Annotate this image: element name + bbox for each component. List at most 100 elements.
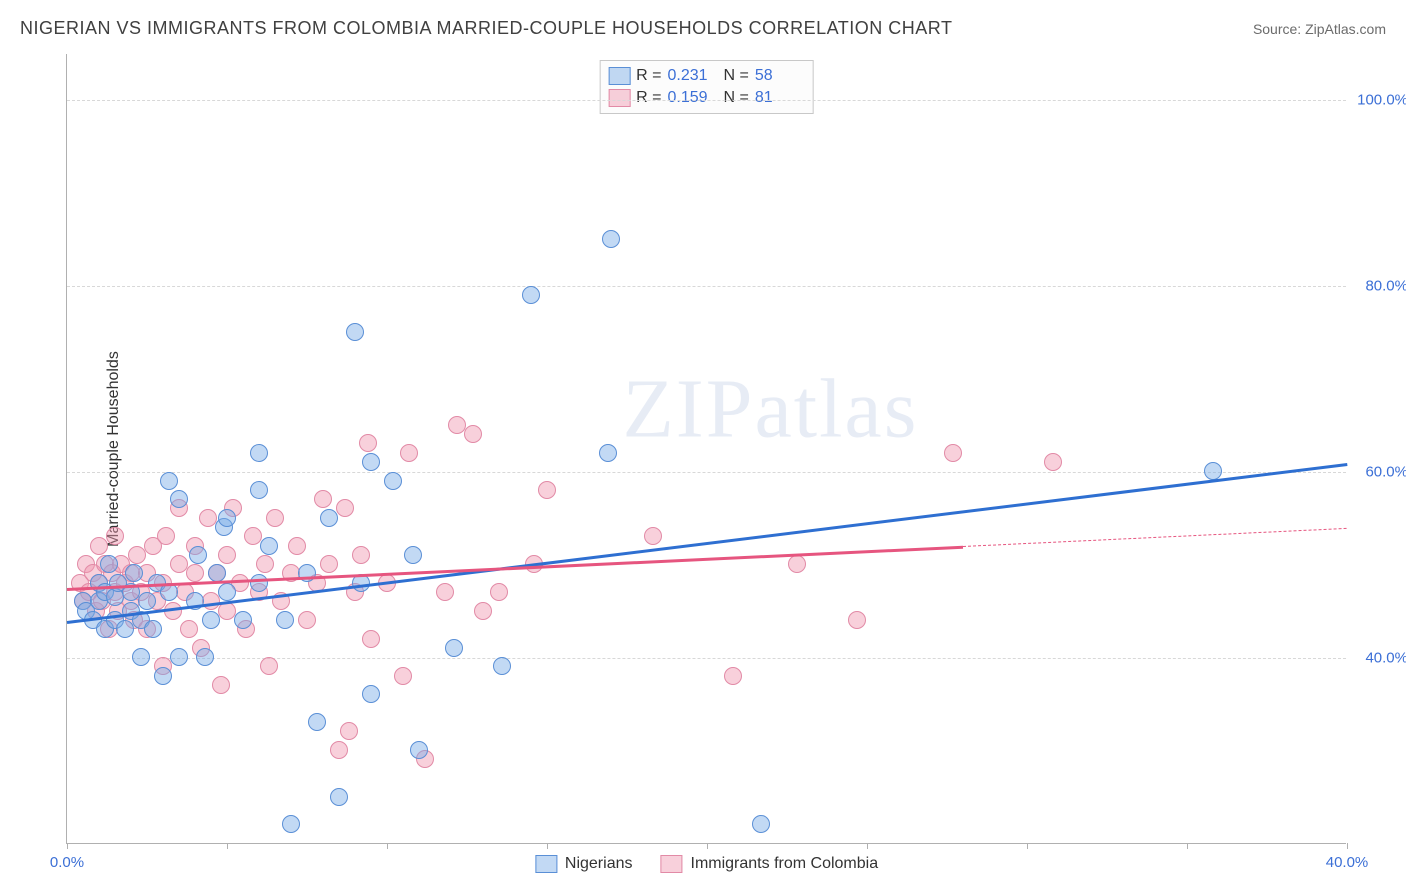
scatter-point [944,444,962,462]
scatter-point [276,611,294,629]
scatter-point [260,537,278,555]
scatter-point [474,602,492,620]
scatter-point [90,592,108,610]
scatter-point [260,657,278,675]
scatter-point [189,546,207,564]
scatter-point [250,444,268,462]
scatter-point [218,509,236,527]
plot-area: ZIPatlas R = 0.231 N = 58 R = 0.159 N = … [66,54,1346,844]
scatter-point [148,592,166,610]
legend-stats: R = 0.231 N = 58 R = 0.159 N = 81 [599,60,814,114]
legend-r-label: R = [636,67,661,85]
source-name: ZipAtlas.com [1305,21,1386,37]
scatter-point [445,639,463,657]
legend-series: Nigerians Immigrants from Colombia [535,855,878,873]
gridline-h [67,472,1346,473]
x-axis-label: 40.0% [1326,854,1369,871]
scatter-point [144,620,162,638]
scatter-point [96,555,114,573]
legend-n-label: N = [724,67,749,85]
scatter-point [122,564,140,582]
scatter-point [218,546,236,564]
scatter-point [224,499,242,517]
scatter-point [122,602,140,620]
scatter-point [218,583,236,601]
scatter-point [410,741,428,759]
scatter-point [330,741,348,759]
x-tick [1347,843,1348,849]
scatter-point [154,657,172,675]
scatter-point [90,537,108,555]
scatter-point [116,574,134,592]
legend-stat-row: R = 0.231 N = 58 [608,65,805,87]
scatter-point [266,509,284,527]
legend-swatch [535,855,557,873]
scatter-point [464,425,482,443]
legend-swatch [608,89,630,107]
legend-n-value: 58 [755,67,805,85]
scatter-point [93,592,111,610]
scatter-point [404,546,422,564]
scatter-point [490,583,508,601]
scatter-point [320,555,338,573]
legend-r-value: 0.231 [668,67,718,85]
scatter-point [362,630,380,648]
scatter-point [96,620,114,638]
scatter-point [237,620,255,638]
scatter-point [100,555,118,573]
scatter-point [116,620,134,638]
y-tick-label: 80.0% [1365,278,1406,295]
scatter-point [362,453,380,471]
scatter-point [160,472,178,490]
legend-series-item: Nigerians [535,855,633,873]
scatter-point [170,555,188,573]
legend-r-label: R = [636,89,661,107]
x-tick [1027,843,1028,849]
scatter-point [346,323,364,341]
scatter-point [362,685,380,703]
scatter-point [212,676,230,694]
scatter-point [436,583,454,601]
watermark: ZIPatlas [622,361,918,458]
scatter-point [170,499,188,517]
scatter-point [77,555,95,573]
scatter-point [192,639,210,657]
scatter-point [138,592,156,610]
scatter-point [125,564,143,582]
legend-n-value: 81 [755,89,805,107]
scatter-point [538,481,556,499]
scatter-point [1044,453,1062,471]
x-tick [1187,843,1188,849]
scatter-point [100,620,118,638]
scatter-point [394,667,412,685]
source-prefix: Source: [1253,21,1305,37]
scatter-point [336,499,354,517]
scatter-point [234,611,252,629]
gridline-h [67,286,1346,287]
scatter-point [384,472,402,490]
gridline-h [67,100,1346,101]
regression-line [67,546,963,591]
y-tick-label: 100.0% [1357,92,1406,109]
scatter-point [644,527,662,545]
scatter-point [109,574,127,592]
scatter-point [298,611,316,629]
scatter-point [599,444,617,462]
scatter-point [752,815,770,833]
scatter-point [106,588,124,606]
scatter-point [320,509,338,527]
scatter-point [352,546,370,564]
scatter-point [215,518,233,536]
gridline-h [67,658,1346,659]
legend-swatch [608,67,630,85]
source-citation: Source: ZipAtlas.com [1253,21,1386,37]
scatter-point [400,444,418,462]
scatter-point [724,667,742,685]
chart-container: Married-couple Households ZIPatlas R = 0… [46,54,1346,844]
scatter-point [788,555,806,573]
legend-series-label: Immigrants from Colombia [690,855,878,873]
legend-series-label: Nigerians [565,855,633,873]
scatter-point [138,564,156,582]
x-tick [67,843,68,849]
scatter-point [522,286,540,304]
